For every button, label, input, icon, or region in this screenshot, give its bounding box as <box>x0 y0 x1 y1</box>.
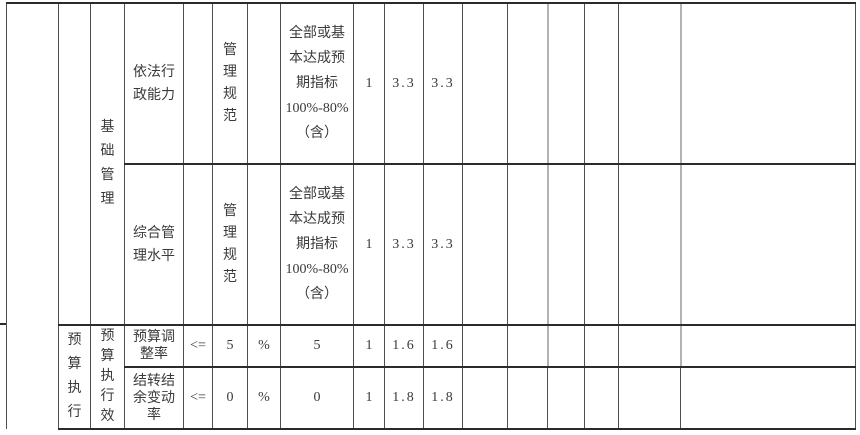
weight-cell: 1 <box>353 324 385 368</box>
empty-cell <box>618 366 681 430</box>
grade-label: 管理规范 <box>223 42 237 124</box>
unit-cell: % <box>247 366 281 430</box>
empty-cell <box>618 163 681 326</box>
empty-cell <box>584 2 619 165</box>
empty-cell <box>462 366 508 430</box>
empty-cell <box>546 163 585 326</box>
unit-cell <box>247 163 281 326</box>
empty-cell <box>507 163 548 326</box>
empty-cell <box>462 324 508 368</box>
target-value-cell: 0 <box>212 366 248 430</box>
empty-cell <box>618 324 681 368</box>
score-cell: 3.3 <box>384 2 424 165</box>
remarks-cell <box>679 324 856 368</box>
empty-cell <box>546 324 585 368</box>
score-cell: 3.3 <box>423 163 463 326</box>
remarks-cell <box>679 163 856 326</box>
score-cell: 1.8 <box>423 366 463 430</box>
score-cell: 1.8 <box>384 366 424 430</box>
indicator-name-cell: 预算调整率 <box>124 324 184 368</box>
operator-cell: <= <box>183 366 213 430</box>
score-cell: 3.3 <box>423 2 463 165</box>
indicator-name-cell: 依法行政能力 <box>124 2 184 165</box>
score-cell: 1.6 <box>384 324 424 368</box>
empty-cell <box>618 2 681 165</box>
target-value-cell: 5 <box>212 324 248 368</box>
remarks-cell <box>679 2 856 165</box>
criterion-cell: 全部或基 本达成预 期指标 100%-80% （含） <box>280 163 354 326</box>
section-label-budget-execution: 预算执行 <box>67 333 82 420</box>
remarks-cell <box>680 366 856 430</box>
empty-cell <box>547 366 585 430</box>
left-spacer-column-cell <box>6 2 59 429</box>
empty-cell <box>584 163 619 326</box>
empty-cell <box>462 2 508 165</box>
grade-cell: 管理规范 <box>212 2 248 165</box>
indicator-name-cell: 结转结余变动率 <box>124 366 184 430</box>
empty-cell <box>584 366 619 430</box>
section-label-basic-management: 基础管理 <box>100 120 115 207</box>
score-cell: 3.3 <box>384 163 424 326</box>
performance-indicator-table: 基础管理 依法行政能力 管理规范 全部或基 本达成预 期指标 100%-80% … <box>6 2 856 430</box>
empty-cell <box>462 163 508 326</box>
score-cell: 1.6 <box>423 324 463 368</box>
operator-cell <box>183 2 213 165</box>
section-cell-basic-management: 基础管理 <box>90 2 125 326</box>
empty-section-cell <box>58 2 91 326</box>
unit-cell <box>247 2 281 165</box>
weight-cell: 1 <box>353 366 385 430</box>
indicator-name-cell: 综合管理水平 <box>124 163 184 326</box>
unit-cell: % <box>247 324 281 368</box>
grade-label: 管理规范 <box>223 203 237 285</box>
section-cell-budget-execution: 预算执行 <box>58 324 91 430</box>
empty-cell <box>507 366 548 430</box>
cutoff-left-column-border <box>0 323 6 325</box>
operator-cell <box>183 163 213 326</box>
weight-cell: 1 <box>353 163 385 326</box>
empty-cell <box>507 2 548 165</box>
criterion-cell: 0 <box>280 366 354 430</box>
section-label-budget-execution-effect: 预算执行效 <box>100 329 115 424</box>
empty-cell <box>507 324 548 368</box>
section-cell-budget-execution-effect: 预算执行效 <box>90 324 125 430</box>
criterion-cell: 5 <box>280 324 354 368</box>
empty-cell <box>584 324 619 368</box>
operator-cell: <= <box>183 324 213 368</box>
empty-cell <box>546 2 585 165</box>
weight-cell: 1 <box>353 2 385 165</box>
criterion-cell: 全部或基 本达成预 期指标 100%-80% （含） <box>280 2 354 165</box>
grade-cell: 管理规范 <box>212 163 248 326</box>
